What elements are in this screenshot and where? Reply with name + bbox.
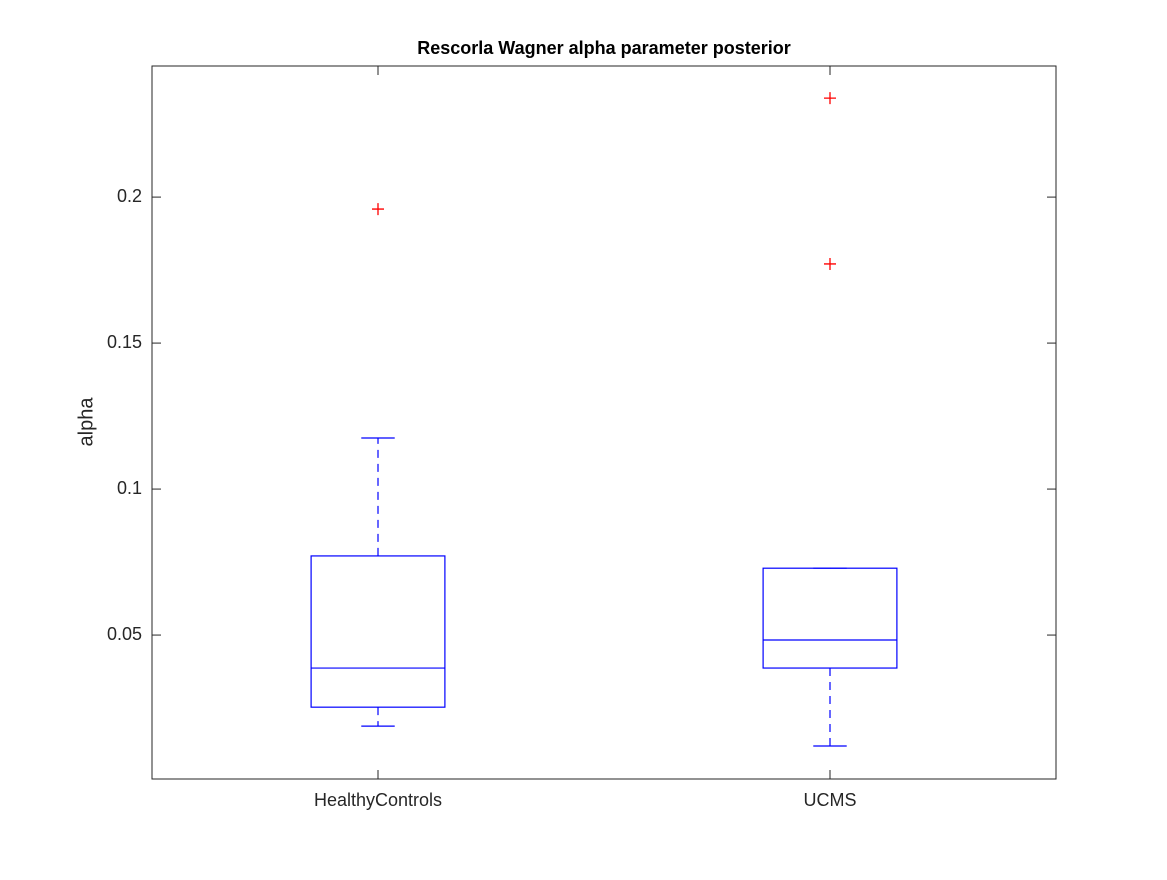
outlier	[372, 203, 384, 216]
axes-frame	[151, 65, 1057, 780]
outlier	[824, 257, 836, 270]
y-tick-label: 0.2	[117, 186, 142, 206]
chart-title: Rescorla Wagner alpha parameter posterio…	[417, 38, 790, 58]
x-tick-label: UCMS	[804, 790, 857, 810]
y-tick-label: 0.15	[107, 332, 142, 352]
x-tick-label: HealthyControls	[314, 790, 442, 810]
outlier	[824, 92, 836, 105]
y-tick-label: 0.1	[117, 478, 142, 498]
box	[310, 555, 446, 708]
y-tick-label: 0.05	[107, 624, 142, 644]
box	[762, 567, 898, 669]
y-axis-label: alpha	[75, 397, 97, 447]
